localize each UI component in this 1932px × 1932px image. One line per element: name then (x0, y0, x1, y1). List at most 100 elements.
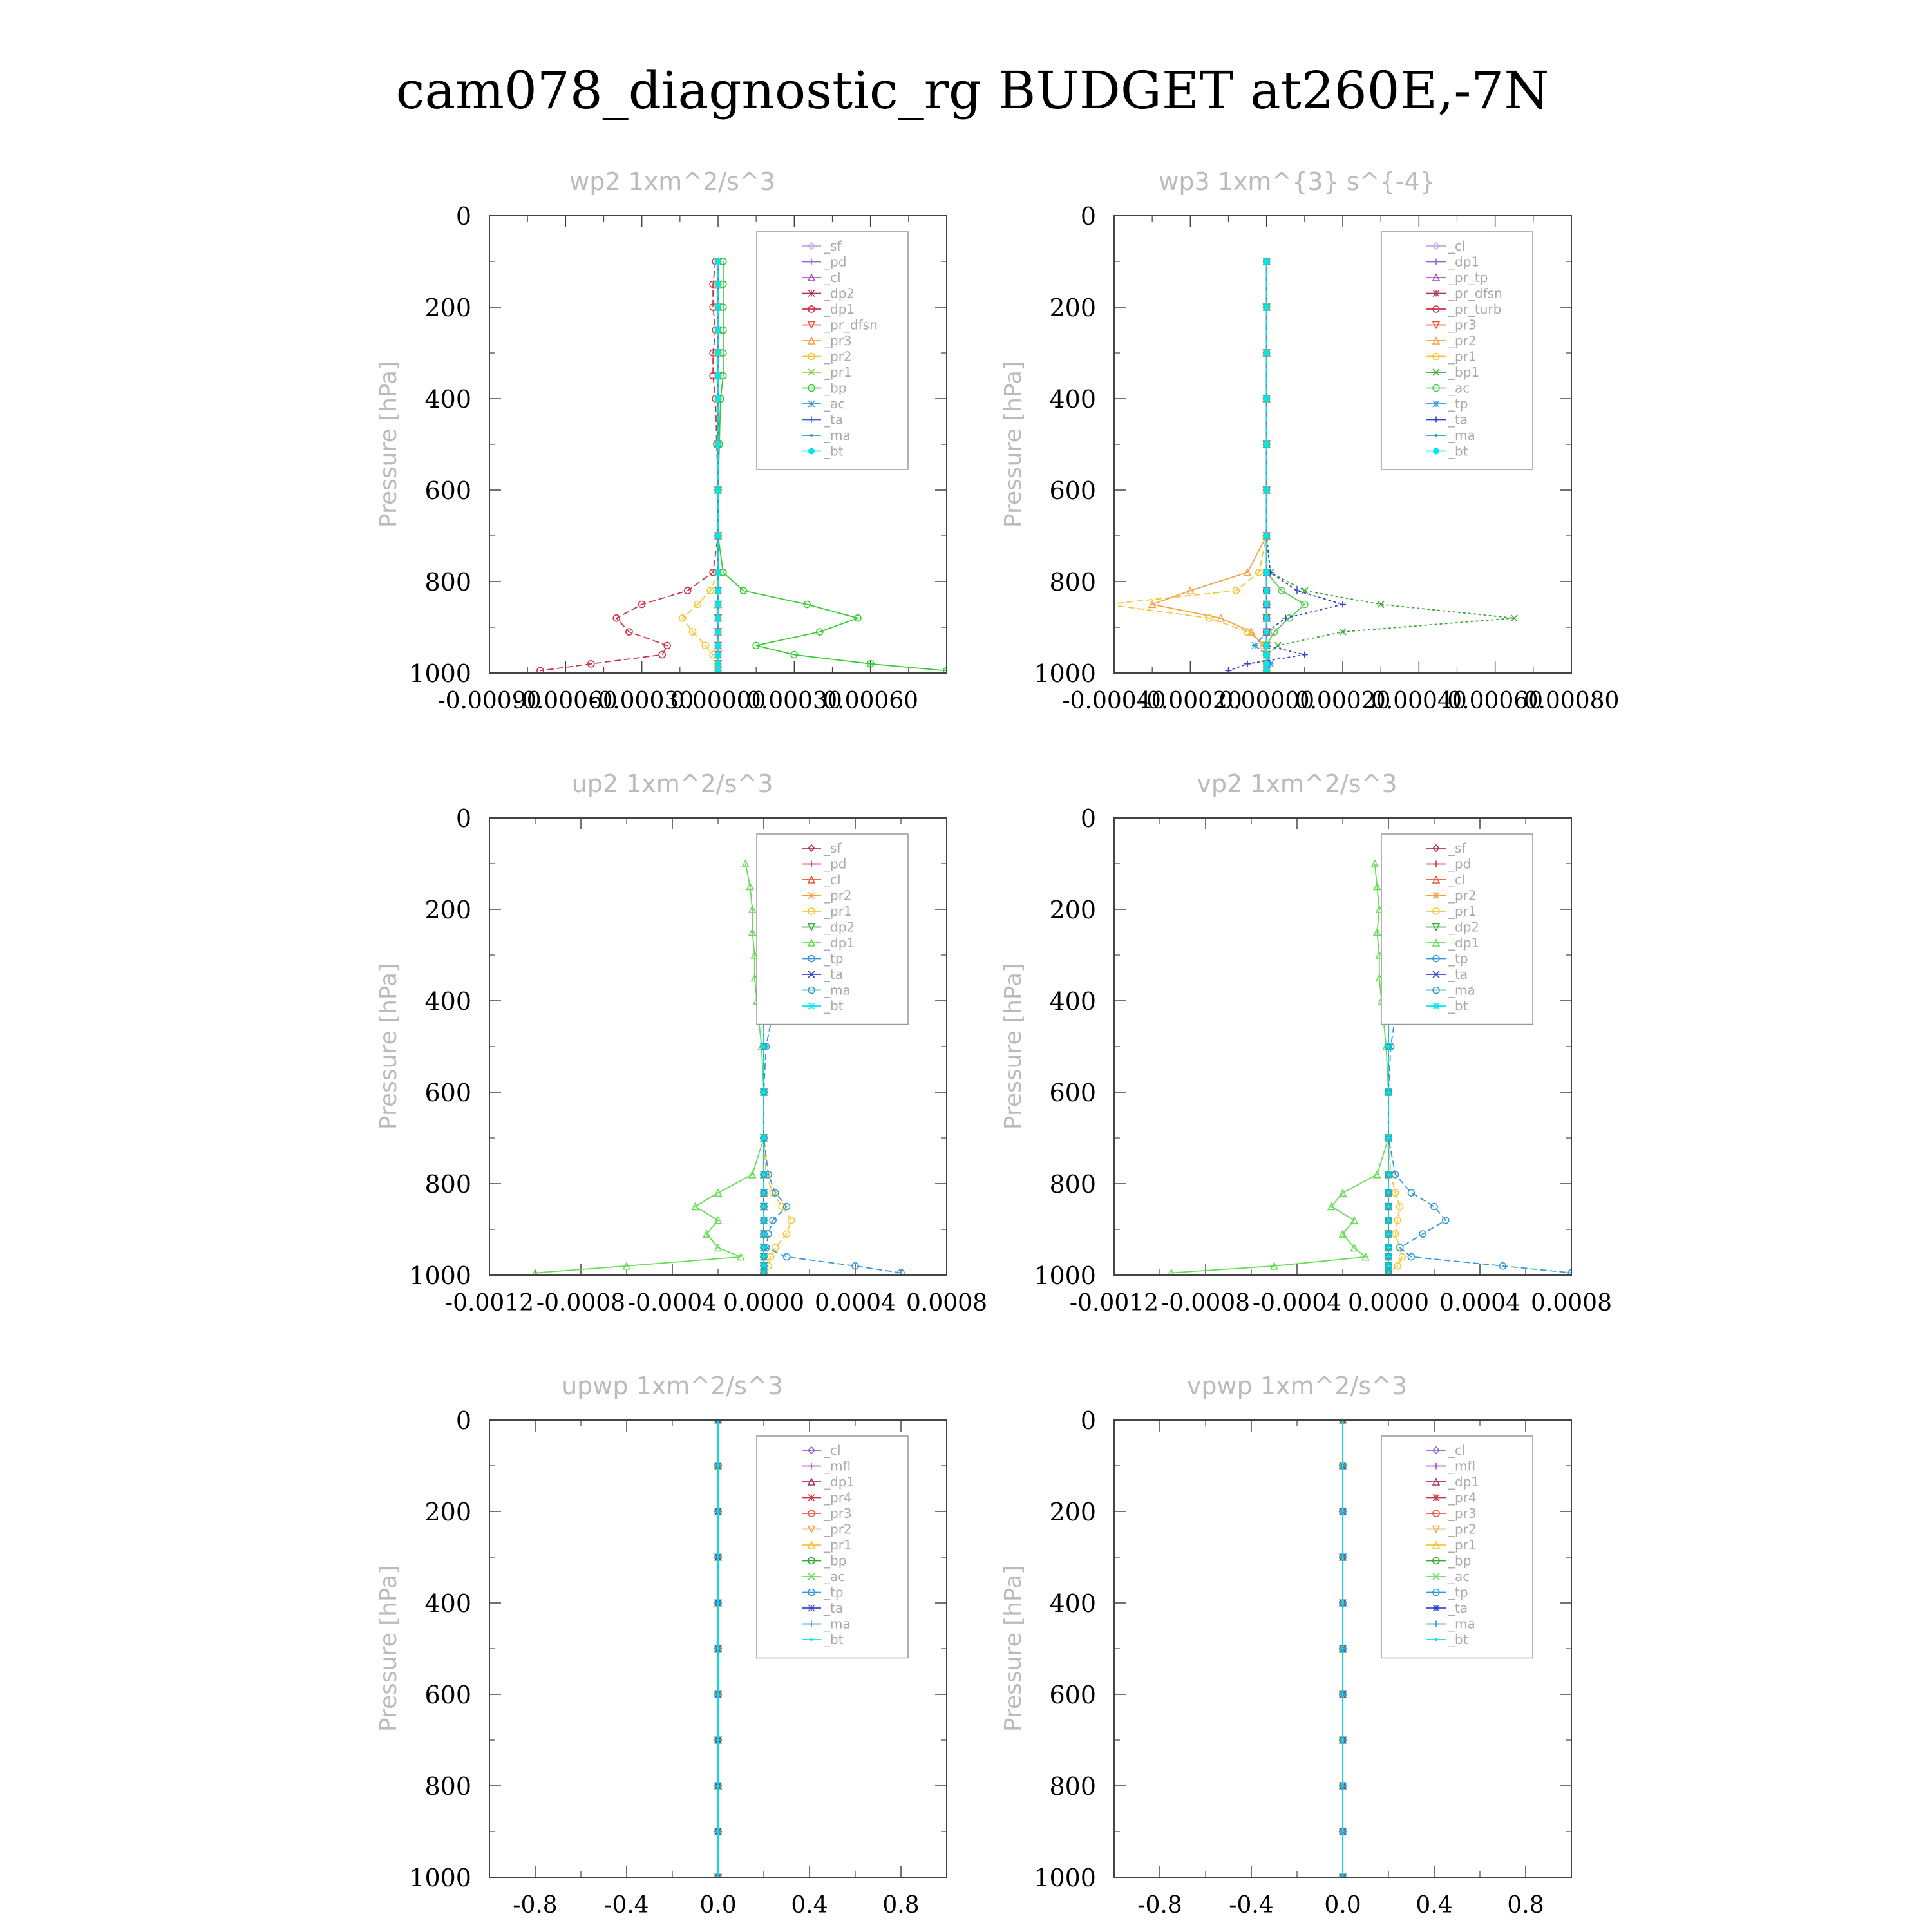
y-tick-label: 200 (1049, 896, 1096, 924)
data-point (752, 641, 760, 650)
data-point (717, 1785, 719, 1787)
data-point (760, 1244, 768, 1251)
data-point (771, 1244, 779, 1252)
legend-marker (1432, 844, 1441, 853)
y-tick-label: 1000 (409, 1864, 471, 1892)
legend-marker (808, 290, 815, 297)
legend-marker (1432, 1510, 1440, 1517)
legend-marker (1432, 1573, 1440, 1580)
legend-entry: _pr2 (823, 1522, 852, 1537)
data-point (1385, 1269, 1392, 1275)
data-point (1385, 1230, 1392, 1238)
legend-marker (1432, 1557, 1440, 1565)
legend-marker (807, 321, 816, 330)
data-point (1263, 614, 1270, 621)
legend-marker (807, 844, 816, 853)
legend-marker (1432, 971, 1440, 978)
data-point (715, 304, 721, 310)
data-point (1407, 1253, 1416, 1261)
data-point (612, 614, 621, 622)
data-point (769, 1189, 777, 1197)
legend-entry: _dp1 (1448, 1474, 1479, 1490)
legend-marker (1432, 1525, 1441, 1534)
data-point (715, 372, 721, 379)
x-tick-label: 0.00040 (1371, 688, 1467, 714)
legend-entry: _tp (1448, 396, 1468, 412)
data-point (1301, 587, 1309, 594)
data-point (1341, 1785, 1344, 1787)
data-point (1327, 1202, 1336, 1211)
data-point (717, 1647, 719, 1650)
data-point (1377, 600, 1385, 609)
legend-entry: _bt (1448, 998, 1468, 1014)
data-point (1385, 1189, 1392, 1197)
legend-entry: _pd (823, 254, 846, 270)
legend-entry: _pr3 (823, 333, 852, 348)
legend-entry: _pr_tp (1448, 270, 1488, 285)
data-point (790, 650, 799, 659)
legend-entry: _ma (1448, 1616, 1475, 1632)
data-point (715, 569, 721, 576)
legend-entry: _cl (1448, 872, 1466, 887)
legend-entry: _bt (823, 444, 844, 459)
data-point (1394, 1217, 1401, 1224)
data-point (658, 650, 667, 659)
data-point (1244, 628, 1251, 636)
data-point (1370, 859, 1379, 867)
legend-marker (810, 434, 813, 437)
legend-marker (1432, 986, 1440, 994)
y-axis-label: Pressure [hPa] (375, 361, 402, 527)
data-point (1385, 1043, 1392, 1050)
y-tick-label: 600 (424, 477, 471, 505)
data-point (1263, 258, 1270, 265)
data-point (715, 350, 721, 356)
data-point (1263, 660, 1270, 667)
data-point (760, 1189, 768, 1197)
data-point (746, 882, 754, 891)
legend-entry: _ac (1448, 381, 1470, 396)
data-point (715, 533, 721, 539)
data-point (688, 628, 697, 636)
legend-marker (807, 1525, 816, 1534)
data-point (943, 667, 947, 673)
plot-frame (489, 215, 947, 674)
y-tick-label: 800 (424, 1170, 471, 1198)
panel-0: wp2 1xm^2/s^3 Pressure [hPa] 0 200 400 600 800… (375, 167, 947, 714)
panel-5: vpwp 1xm^2/s^3 Pressure [hPa] 0 200 400 600 80… (1000, 1372, 1572, 1918)
data-point (1301, 651, 1308, 658)
x-tick-label: -0.00090 (437, 688, 541, 714)
y-tick-label: 400 (424, 385, 471, 413)
data-point (760, 1203, 768, 1210)
data-point (714, 1188, 723, 1197)
data-point (715, 258, 721, 265)
legend-marker (808, 448, 815, 455)
data-point (1430, 1202, 1438, 1211)
data-point (1186, 586, 1195, 594)
data-point (694, 600, 702, 609)
series-group (1338, 1420, 1347, 1877)
x-tick-label: 0.8 (882, 1892, 919, 1918)
y-tick-label: 1000 (1034, 659, 1096, 688)
data-point (1263, 395, 1270, 402)
legend-marker (807, 1477, 816, 1486)
legend-entry: _bp (1448, 1553, 1471, 1569)
data-point (1407, 1189, 1416, 1197)
panel-title: wp2 1xm^2/s^3 (569, 167, 775, 196)
legend-marker (808, 352, 815, 361)
data-point (760, 1269, 768, 1275)
y-tick-label: 1000 (1034, 1864, 1096, 1892)
y-tick-label: 800 (1049, 1772, 1096, 1801)
legend-marker (1432, 907, 1440, 915)
legend-entry: _pd (823, 857, 846, 872)
data-point (1217, 614, 1225, 622)
legend-entry: _ta (823, 967, 843, 982)
legend-marker (808, 400, 815, 408)
data-point (1338, 1229, 1347, 1238)
y-tick-label: 400 (424, 987, 471, 1016)
legend-marker (808, 1588, 815, 1596)
legend-marker (1432, 954, 1440, 963)
legend-entry: _ac (823, 1569, 845, 1584)
legend-marker (808, 305, 815, 313)
data-point (1148, 600, 1157, 609)
